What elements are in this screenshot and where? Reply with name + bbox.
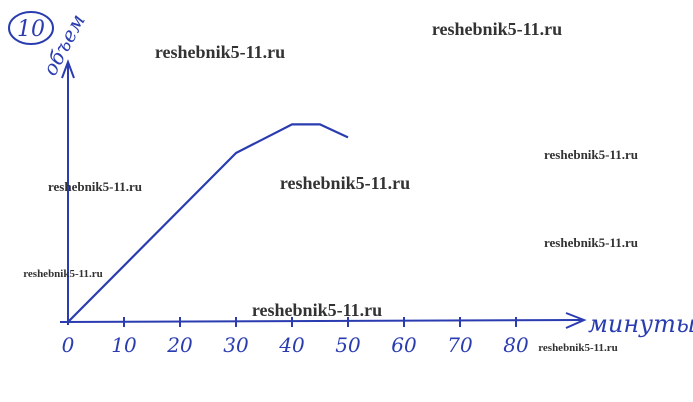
x-tick-label: 40 xyxy=(278,333,305,357)
y-arrow xyxy=(61,59,75,79)
x-tick-label: 20 xyxy=(166,333,193,357)
x-axis xyxy=(59,319,583,323)
number-circle xyxy=(8,11,54,45)
x-tick-label: 60 xyxy=(391,333,417,357)
problem-number: 10 xyxy=(17,17,45,42)
watermark: reshebnik5-11.ru xyxy=(544,147,638,162)
watermark: reshebnik5-11.ru xyxy=(544,235,638,250)
x-axis-label: минуты xyxy=(588,310,693,338)
watermark: reshebnik5-11.ru xyxy=(23,268,103,280)
watermark: reshebnik5-11.ru xyxy=(252,300,382,320)
x-tick-label: 80 xyxy=(503,333,529,357)
x-tick-label: 70 xyxy=(447,333,473,357)
watermark: reshebnik5-11.ru xyxy=(538,342,618,354)
data-line xyxy=(67,123,349,323)
x-tick-label: 50 xyxy=(335,333,361,357)
x-tick-label: 0 xyxy=(62,333,75,357)
watermark: reshebnik5-11.ru xyxy=(155,42,285,62)
watermark: reshebnik5-11.ru xyxy=(48,179,142,194)
y-axis-label: объем xyxy=(38,10,90,80)
x-tick-label: 10 xyxy=(111,333,137,357)
x-arrow xyxy=(565,312,587,329)
watermark: reshebnik5-11.ru xyxy=(280,173,410,193)
watermark: reshebnik5-11.ru xyxy=(432,19,562,39)
x-tick-label: 30 xyxy=(223,333,249,357)
